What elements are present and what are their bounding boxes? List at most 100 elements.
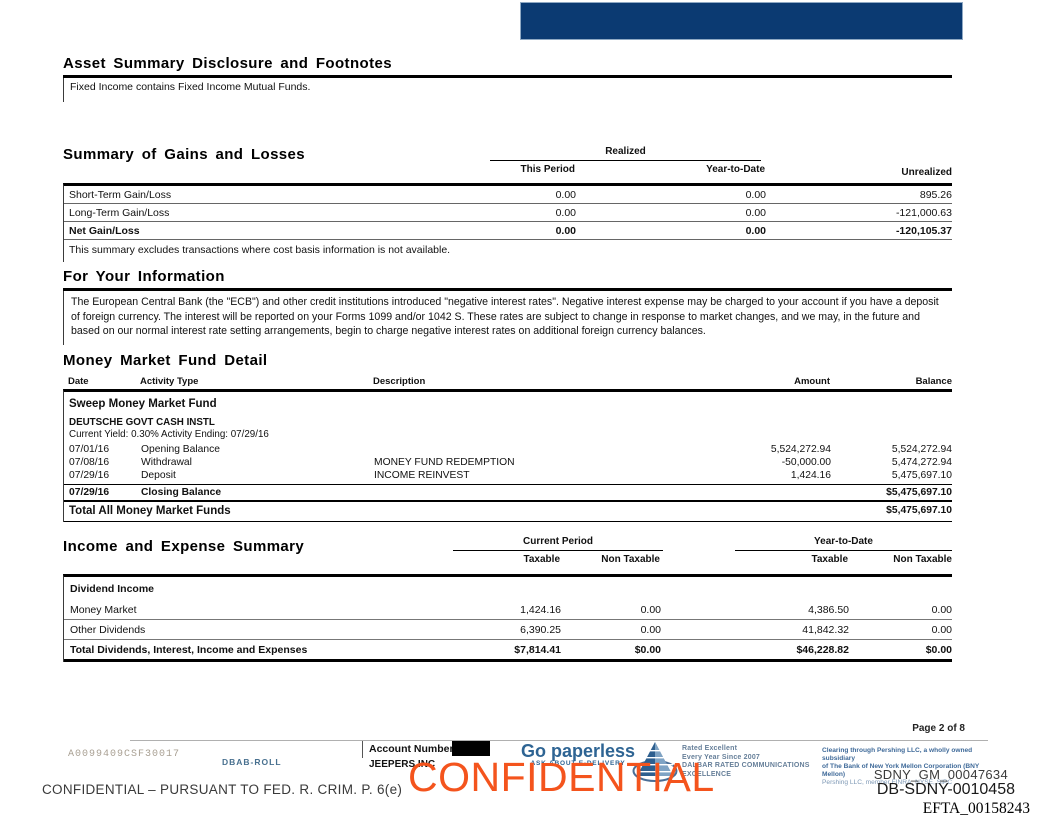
section-income-expense: Income and Expense Summary Current Perio… [63,536,952,662]
asset-summary-note: Fixed Income contains Fixed Income Mutua… [63,78,952,102]
mmf-fund-name: DEUTSCHE GOVT CASH INSTL [69,417,215,428]
go-paperless-subtext: ASK ABOUT E-DELIVERY [530,760,626,767]
cell-this-period: 0.00 [555,225,576,237]
cell-this-period: 0.00 [555,189,576,201]
cell-cp-nontaxable: $0.00 [634,644,661,656]
bates-stamp-sdny-gm: SDNY_GM_00047634 [873,767,1008,782]
dalbar-line: DALBAR RATED COMMUNICATIONS [682,762,810,769]
cell-balance: $5,475,697.10 [886,505,952,516]
table-total-row: Net Gain/Loss 0.00 0.00 -120,105.37 [64,222,952,240]
cell-ytd: 0.00 [745,189,766,201]
cell-balance: 5,475,697.10 [891,470,952,481]
column-header-taxable: Taxable [523,554,561,565]
cell-amount: 1,424.16 [790,470,831,481]
bates-stamp-db-sdny: DB-SDNY-0010458 [876,781,1015,798]
table-row: Other Dividends 6,390.25 0.00 41,842.32 … [64,620,952,640]
cell-ytd: 0.00 [745,225,766,237]
table-row: 07/29/16 Deposit INCOME REINVEST 1,424.1… [64,469,952,482]
column-header-nontaxable: Non Taxable [893,554,952,565]
page-number: Page 2 of 8 [912,723,965,734]
row-label: Long-Term Gain/Loss [69,207,170,219]
cell-date: 07/01/16 [69,444,110,455]
gains-footnote: This summary excludes transactions where… [69,244,451,256]
cell-this-period: 0.00 [555,207,576,219]
cell-cp-taxable: 6,390.25 [520,624,561,636]
table-row: 07/01/16 Opening Balance 5,524,272.94 5,… [64,443,952,456]
account-holder-name: JEEPERS INC [369,759,436,770]
go-paperless-logo: Go paperless ASK ABOUT E-DELIVERY [518,742,638,767]
table-total-row: Total Dividends, Interest, Income and Ex… [64,640,952,662]
bates-stamp-efta: EFTA_00158243 [922,800,1030,817]
cell-ytd-nontaxable: $0.00 [925,644,952,656]
cell-cp-taxable: $7,814.41 [514,644,561,656]
cell-balance: 5,524,272.94 [891,444,952,455]
column-header-nontaxable: Non Taxable [601,554,660,565]
mmf-table: Sweep Money Market Fund DEUTSCHE GOVT CA… [63,389,952,522]
cell-ytd-nontaxable: 0.00 [931,624,952,636]
column-group-realized: Realized [605,146,646,157]
clearing-line: Pershing LLC, member FINRA, NYSE, SIPC [822,779,953,786]
section-title: Money Market Fund Detail [63,352,268,369]
cell-ytd-taxable: $46,228.82 [796,644,849,656]
column-header-ytd: Year-to-Date [706,164,765,175]
account-number-label: Account Number: [369,743,458,755]
gains-table: Short-Term Gain/Loss 0.00 0.00 895.26 Lo… [63,183,952,262]
cell-cp-nontaxable: 0.00 [640,624,661,636]
dalbar-line: Every Year Since 2007 [682,753,761,761]
cell-activity: Closing Balance [141,487,222,498]
cell-date: 07/29/16 [69,487,110,498]
dalbar-pyramid-icon [632,740,678,789]
footer-vertical-divider [362,741,363,758]
cell-balance: 5,474,272.94 [891,457,952,468]
row-label: Other Dividends [70,624,146,636]
table-row: 07/08/16 Withdrawal MONEY FUND REDEMPTIO… [64,456,952,469]
mmf-column-headers: Date Activity Type Description Amount Ba… [63,374,952,389]
table-row: Long-Term Gain/Loss 0.00 0.00 -121,000.6… [64,204,952,222]
mmf-total-row: Total All Money Market Funds $5,475,697.… [64,502,952,522]
mmf-group-label: Sweep Money Market Fund [69,398,217,410]
clearing-disclosure: Clearing through Pershing LLC, a wholly … [822,747,1002,787]
dalbar-line: Rated Excellent [682,745,738,752]
row-label: Net Gain/Loss [69,225,140,237]
cell-cp-taxable: 1,424.16 [520,604,561,616]
cell-unrealized: -120,105.37 [895,225,952,237]
cell-activity: Withdrawal [141,457,192,468]
account-number-redaction [452,741,490,756]
column-header-amount: Amount [794,376,830,387]
footer-divider [130,740,988,741]
income-table: Dividend Income Money Market 1,424.16 0.… [63,574,952,662]
section-gains-losses: Summary of Gains and Losses Realized Thi… [63,144,952,262]
column-header-taxable: Taxable [811,554,849,565]
group-underline [490,160,761,161]
cell-date: 07/29/16 [69,470,110,481]
cell-description: MONEY FUND REDEMPTION [374,457,515,468]
section-asset-summary: Asset Summary Disclosure and Footnotes F… [63,55,952,102]
mmf-fund-info: Current Yield: 0.30% Activity Ending: 07… [69,429,269,440]
column-header-description: Description [373,376,426,387]
clearing-line: Clearing through Pershing LLC, a wholly … [822,747,973,762]
cell-ytd: 0.00 [745,207,766,219]
mmf-closing-row: 07/29/16 Closing Balance $5,475,697.10 [64,484,952,502]
column-header-date: Date [68,376,89,387]
cell-amount: 5,524,272.94 [770,444,831,455]
cell-description [374,444,704,455]
column-header-activity: Activity Type [140,376,199,387]
income-header: Income and Expense Summary Current Perio… [63,536,952,574]
fyi-paragraph: The European Central Bank (the "ECB") an… [63,291,952,345]
section-title: Summary of Gains and Losses [63,146,306,163]
dalbar-line: EXCELLENCE [682,770,732,778]
row-label: Total All Money Market Funds [69,505,231,517]
cell-activity: Deposit [141,470,176,481]
confidential-watermark: CONFIDENTIAL [408,754,715,800]
table-row: Short-Term Gain/Loss 0.00 0.00 895.26 [64,186,952,204]
cell-unrealized: 895.26 [919,189,952,201]
column-header-balance: Balance [915,376,952,387]
cell-unrealized: -121,000.63 [895,207,952,219]
cell-balance: $5,475,697.10 [886,487,952,498]
clearing-line: of The Bank of New York Mellon Corporati… [822,763,980,778]
doc-code: DBAB-ROLL [222,757,282,767]
cell-date: 07/08/16 [69,457,110,468]
go-paperless-text: Go paperless [520,741,636,761]
cell-description: INCOME REINVEST [374,470,470,481]
